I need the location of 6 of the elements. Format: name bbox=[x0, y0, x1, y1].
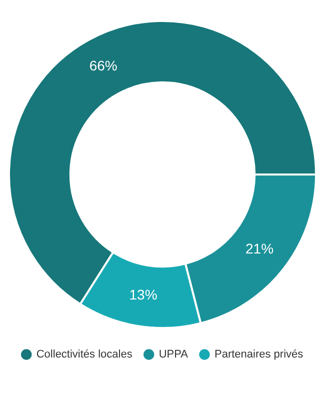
data-label: 66% bbox=[89, 58, 118, 74]
legend-label: Partenaires privés bbox=[214, 348, 304, 361]
data-label: 13% bbox=[129, 286, 158, 303]
data-label: 21% bbox=[246, 240, 274, 257]
legend-label: UPPA bbox=[158, 348, 189, 361]
legend-label: Collectivités locales bbox=[36, 348, 133, 361]
